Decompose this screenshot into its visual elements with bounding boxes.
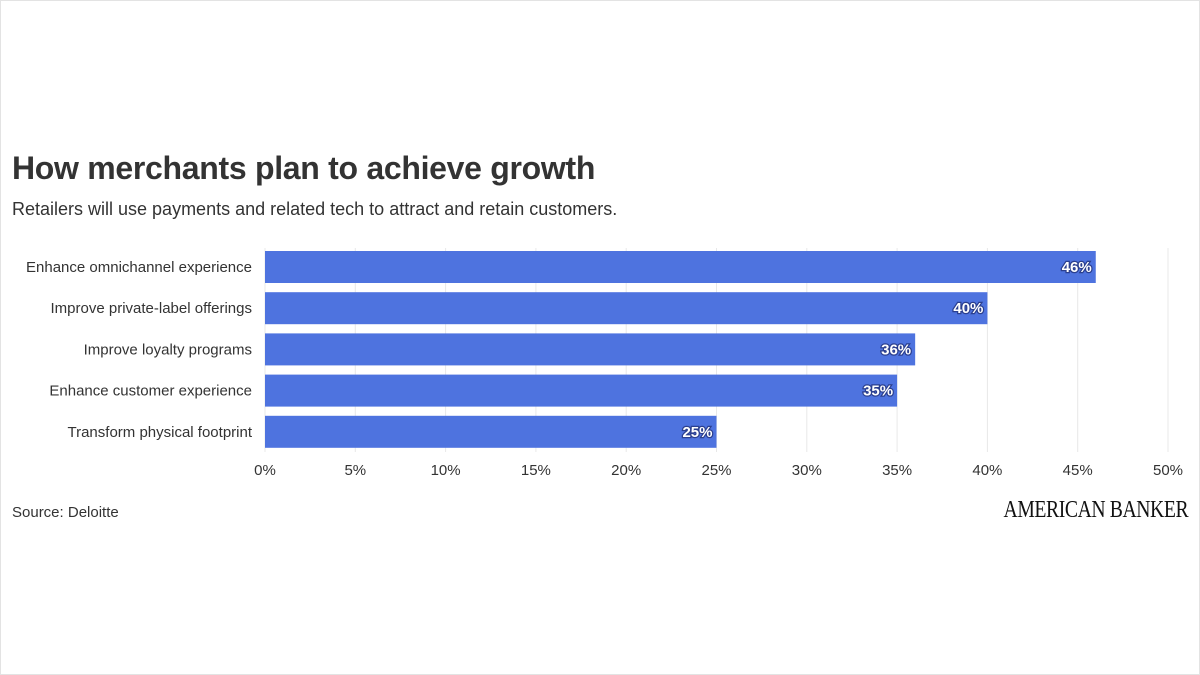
x-tick-label: 0% (254, 462, 276, 479)
chart-title: How merchants plan to achieve growth (12, 150, 596, 186)
x-tick-label: 45% (1063, 462, 1093, 479)
category-label: Improve loyalty programs (84, 341, 252, 358)
bar (265, 415, 717, 448)
x-tick-label: 15% (521, 462, 551, 479)
data-label: 46% (1062, 259, 1092, 276)
american-banker-logo: AMERICAN BANKER (1003, 497, 1188, 523)
bar (265, 374, 898, 407)
x-tick-label: 50% (1153, 462, 1183, 479)
data-label: 25% (682, 424, 712, 441)
source-note: Source: Deloitte (12, 504, 119, 521)
bar (265, 251, 1096, 283)
data-label: 35% (863, 383, 893, 400)
category-label: Enhance customer experience (49, 383, 252, 400)
x-tick-label: 25% (701, 462, 731, 479)
x-tick-label: 20% (611, 462, 641, 479)
data-label: 36% (881, 341, 911, 358)
category-label: Improve private-label offerings (51, 300, 253, 317)
x-tick-label: 30% (792, 462, 822, 479)
x-tick-label: 35% (882, 462, 912, 479)
chart-subtitle: Retailers will use payments and related … (12, 199, 618, 219)
x-tick-label: 10% (431, 462, 461, 479)
bar (265, 292, 988, 325)
category-label: Enhance omnichannel experience (26, 259, 252, 276)
x-tick-label: 40% (972, 462, 1002, 479)
category-label: Transform physical footprint (67, 424, 252, 441)
data-label: 40% (953, 300, 983, 317)
bar (265, 333, 916, 366)
x-tick-label: 5% (344, 462, 366, 479)
